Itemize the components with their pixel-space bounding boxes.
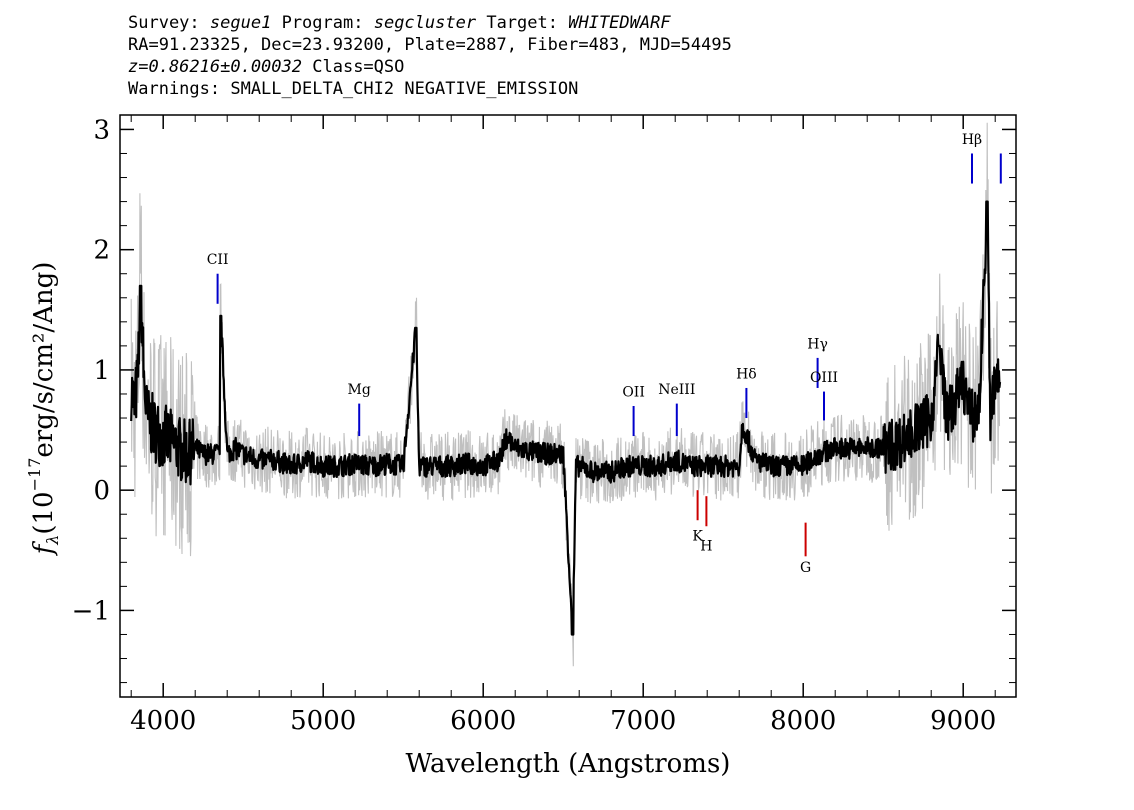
line-marker-label: H bbox=[700, 538, 712, 554]
flux-series-line bbox=[130, 200, 1002, 636]
program-value: segcluster bbox=[373, 13, 477, 33]
line-marker-layer: CII Mg OII NeIII Hδ Hγ OIII Hβ KH G bbox=[207, 132, 1002, 576]
y-axis-symbol-sub: λ bbox=[43, 535, 62, 546]
line-marker-label: K bbox=[692, 529, 703, 545]
y-tick-label: −1 bbox=[72, 596, 110, 626]
y-tick-label: 3 bbox=[93, 115, 110, 145]
x-tick-label: 6000 bbox=[450, 706, 516, 736]
line-marker-label: OII bbox=[622, 384, 645, 400]
y-axis-units: erg/s/cm²/Ang) bbox=[29, 262, 59, 458]
class-value: Class=QSO bbox=[312, 57, 405, 77]
x-tick-layer: 4000 5000 6000 7000 8000 9000 bbox=[130, 115, 996, 736]
y-tick-label: 2 bbox=[93, 236, 110, 266]
line-marker-label: Hβ bbox=[962, 132, 982, 148]
x-tick-label: 9000 bbox=[930, 706, 996, 736]
y-axis-label: fλ(10−17erg/s/cm²/Ang) bbox=[25, 262, 62, 557]
line-marker-label: G bbox=[800, 560, 811, 576]
svg-text:fλ(10−17erg/s/cm²/Ang): fλ(10−17erg/s/cm²/Ang) bbox=[25, 262, 62, 557]
target-value: WHITEDWARF bbox=[568, 13, 671, 33]
header-line-1: Survey: segue1 Program: segcluster Targe… bbox=[128, 12, 732, 34]
line-marker-label: Mg bbox=[348, 382, 371, 398]
survey-value: segue1 bbox=[209, 13, 272, 33]
series-layer bbox=[130, 200, 1002, 636]
error-band bbox=[130, 122, 1001, 667]
spectrum-header: Survey: segue1 Program: segcluster Targe… bbox=[128, 12, 732, 100]
x-tick-label: 5000 bbox=[290, 706, 356, 736]
x-tick-label: 7000 bbox=[610, 706, 676, 736]
line-marker-label: CII bbox=[207, 252, 229, 268]
error-band-layer bbox=[130, 122, 1001, 667]
target-label: Target: bbox=[486, 13, 558, 33]
y-tick-label: 1 bbox=[93, 356, 110, 386]
y-tick-label: 0 bbox=[93, 476, 110, 506]
header-line-3: z=0.86216±0.00032 Class=QSO bbox=[128, 56, 732, 78]
y-axis-exponent: −17 bbox=[25, 458, 44, 492]
header-line-4: Warnings: SMALL_DELTA_CHI2 NEGATIVE_EMIS… bbox=[128, 79, 579, 99]
x-axis-label: Wavelength (Angstroms) bbox=[406, 749, 731, 779]
x-tick-label: 4000 bbox=[130, 706, 196, 736]
line-marker-label: Hδ bbox=[736, 366, 757, 382]
x-tick-label: 8000 bbox=[770, 706, 836, 736]
line-marker-label: NeIII bbox=[658, 382, 695, 398]
y-axis-prefix: (10 bbox=[29, 491, 59, 534]
y-tick-layer: −1 0 1 2 3 bbox=[72, 115, 1016, 684]
header-line-2: RA=91.23325, Dec=23.93200, Plate=2887, F… bbox=[128, 35, 732, 55]
redshift-value: z=0.86216±0.00032 bbox=[128, 57, 302, 77]
line-marker-label: Hγ bbox=[807, 336, 828, 352]
plot-frame bbox=[119, 114, 1017, 698]
program-label: Program: bbox=[281, 13, 364, 33]
line-marker-label: OIII bbox=[810, 370, 838, 386]
survey-label: Survey: bbox=[128, 13, 200, 33]
